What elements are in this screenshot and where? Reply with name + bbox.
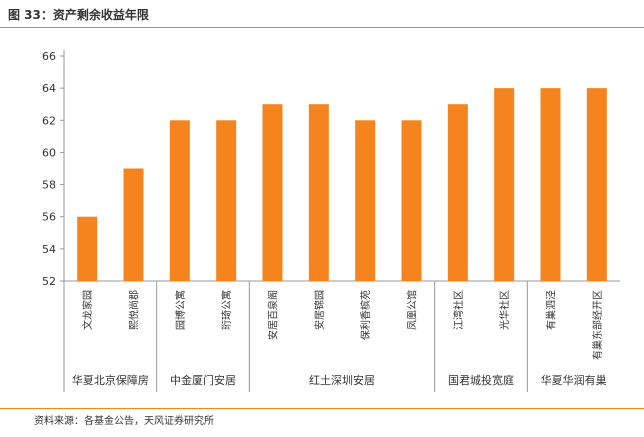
category-label: 凤凰公馆 [406, 290, 419, 330]
category-label: 有巢东部经开区 [591, 290, 604, 360]
bar [586, 88, 607, 282]
bar [540, 88, 561, 282]
category-label: 珩琦公寓 [220, 290, 233, 330]
category-label: 保利香槟苑 [359, 290, 372, 340]
bar [123, 168, 144, 281]
category-label: 文龙家园 [81, 290, 94, 330]
bar [494, 88, 515, 282]
category-label: 安居锦园 [313, 290, 326, 330]
footer-divider [0, 408, 644, 409]
y-tick-label: 62 [42, 114, 56, 127]
category-label: 安居百泉阁 [267, 290, 280, 340]
bar [169, 120, 190, 282]
bar [77, 216, 98, 281]
y-tick-label: 66 [42, 50, 56, 63]
y-tick-label: 52 [42, 275, 56, 288]
source-note: 资料来源：各基金公告，天风证券研究所 [34, 416, 214, 427]
bar [355, 120, 376, 282]
category-label: 熙悦尚郡 [128, 290, 141, 330]
bar [447, 104, 468, 281]
y-tick-label: 60 [42, 146, 56, 159]
category-label: 江湾社区 [452, 290, 465, 330]
group-label: 华夏华润有巢 [541, 373, 607, 387]
group-label: 中金厦门安居 [170, 373, 236, 387]
category-label: 有巢泗泾 [545, 290, 558, 330]
y-tick-label: 54 [42, 243, 56, 256]
bar [308, 104, 329, 281]
y-tick-label: 58 [42, 179, 56, 192]
bar [401, 120, 422, 282]
bar [216, 120, 237, 282]
y-tick-label: 64 [42, 82, 56, 95]
group-label: 华夏北京保障房 [72, 373, 149, 387]
group-label: 红土深圳安居 [309, 373, 375, 387]
category-label: 光华社区 [498, 290, 511, 330]
group-label: 国君城投宽庭 [448, 373, 514, 387]
title-divider [0, 27, 644, 28]
y-tick-label: 56 [42, 211, 56, 224]
chart-title: 图 33：资产剩余收益年限 [8, 8, 149, 22]
bar-chart: 52 54 56 58 60 62 64 66 文龙家园 熙悦尚郡 园博公寓 珩琦公寓 安居百泉阁 安居锦… [42, 50, 620, 392]
category-label: 园博公寓 [174, 290, 187, 330]
bar [262, 104, 283, 281]
